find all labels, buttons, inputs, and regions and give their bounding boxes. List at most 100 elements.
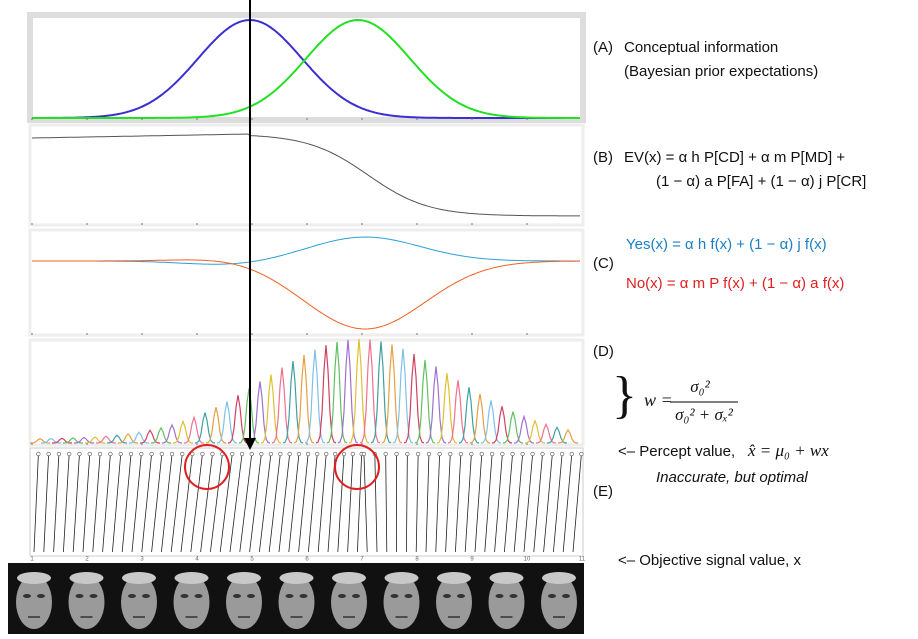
no-equation: No(x) = α m P f(x) + (1 − α) a f(x): [626, 275, 844, 292]
hair: [175, 572, 209, 584]
hair: [332, 572, 366, 584]
eye: [128, 594, 136, 598]
percept-dot: [78, 452, 82, 456]
eye: [233, 594, 241, 598]
percept-dot: [201, 452, 205, 456]
percept-dot: [351, 452, 355, 456]
percept-dot: [288, 452, 292, 456]
hair: [385, 572, 419, 584]
percept-dot: [501, 452, 505, 456]
eye: [286, 594, 294, 598]
equation: (1 − α) a P[FA] + (1 − α) j P[CR]: [656, 173, 866, 190]
percept-dot: [279, 452, 283, 456]
percept-formula: x̂ = μ₀ + wx: [747, 441, 829, 460]
axis-label: 4: [195, 557, 199, 563]
eye: [338, 594, 346, 598]
panel-a-frame: [30, 15, 583, 120]
hair: [122, 572, 156, 584]
percept-dot: [521, 452, 525, 456]
percept-dot: [67, 452, 71, 456]
percept-dot: [37, 452, 41, 456]
eye: [247, 594, 255, 598]
panel-label: (B): [593, 149, 613, 166]
percept-dot: [109, 452, 113, 456]
percept-dot: [170, 452, 174, 456]
panel-label: (A): [593, 39, 613, 56]
panel-b-frame: [30, 125, 583, 225]
formula-numerator: σ₀²: [690, 377, 710, 396]
percept-text: <– Percept value,: [618, 443, 735, 460]
percept-dot: [57, 452, 61, 456]
percept-dot: [160, 452, 164, 456]
percept-dot: [384, 452, 388, 456]
percept-dot: [459, 452, 463, 456]
eye: [37, 594, 45, 598]
percept-dot: [362, 452, 366, 456]
yes-equation: Yes(x) = α h f(x) + (1 − α) j f(x): [626, 236, 827, 253]
axis-label: 5: [250, 557, 254, 563]
percept-dot: [180, 452, 184, 456]
face-strip: [8, 563, 584, 634]
panel-label: (E): [593, 483, 613, 500]
percept-dot: [448, 452, 452, 456]
eye: [76, 594, 84, 598]
percept-note: Inaccurate, but optimal: [656, 469, 808, 486]
percept-dot: [490, 452, 494, 456]
panel-e-frame: [30, 448, 583, 556]
eye: [562, 594, 570, 598]
percept-dot: [531, 452, 535, 456]
description: Conceptual information: [624, 39, 778, 56]
eye: [457, 594, 465, 598]
percept-dot: [306, 452, 310, 456]
panel-label: (D): [593, 343, 614, 360]
percept-dot: [427, 452, 431, 456]
percept-dot: [211, 452, 215, 456]
eye: [142, 594, 150, 598]
hair: [437, 572, 471, 584]
eye: [300, 594, 308, 598]
axis-label: 3: [140, 557, 144, 563]
percept-dot: [480, 452, 484, 456]
percept-dot: [438, 452, 442, 456]
axis-label: 9: [470, 557, 474, 563]
percept-dot: [140, 452, 144, 456]
eye: [181, 594, 189, 598]
percept-dot: [150, 452, 154, 456]
percept-dot: [297, 452, 301, 456]
percept-dot: [551, 452, 555, 456]
percept-dot: [541, 452, 545, 456]
hair: [17, 572, 51, 584]
percept-dot: [470, 452, 474, 456]
eye: [90, 594, 98, 598]
eye: [443, 594, 451, 598]
objective-text: <– Objective signal value, x: [618, 552, 802, 569]
brace: }: [612, 367, 637, 424]
percept-dot: [416, 452, 420, 456]
hair: [490, 572, 524, 584]
formula-denominator: σ₀² + σₓ²: [675, 405, 734, 424]
percept-dot: [230, 452, 234, 456]
percept-dot: [570, 452, 574, 456]
percept-dot: [342, 452, 346, 456]
eye: [496, 594, 504, 598]
eye: [391, 594, 399, 598]
percept-dot: [324, 452, 328, 456]
percept-dot: [88, 452, 92, 456]
eye: [405, 594, 413, 598]
hair: [227, 572, 261, 584]
hair: [70, 572, 104, 584]
percept-dot: [98, 452, 102, 456]
percept-dot: [47, 452, 51, 456]
percept-dot: [511, 452, 515, 456]
percept-dot: [560, 452, 564, 456]
axis-label: 2: [85, 557, 89, 563]
hair: [542, 572, 576, 584]
eye: [23, 594, 31, 598]
panel-label: (C): [593, 255, 614, 272]
formula-lhs: w =: [644, 390, 673, 410]
eye: [510, 594, 518, 598]
eye: [548, 594, 556, 598]
percept-dot: [240, 452, 244, 456]
percept-dot: [395, 452, 399, 456]
